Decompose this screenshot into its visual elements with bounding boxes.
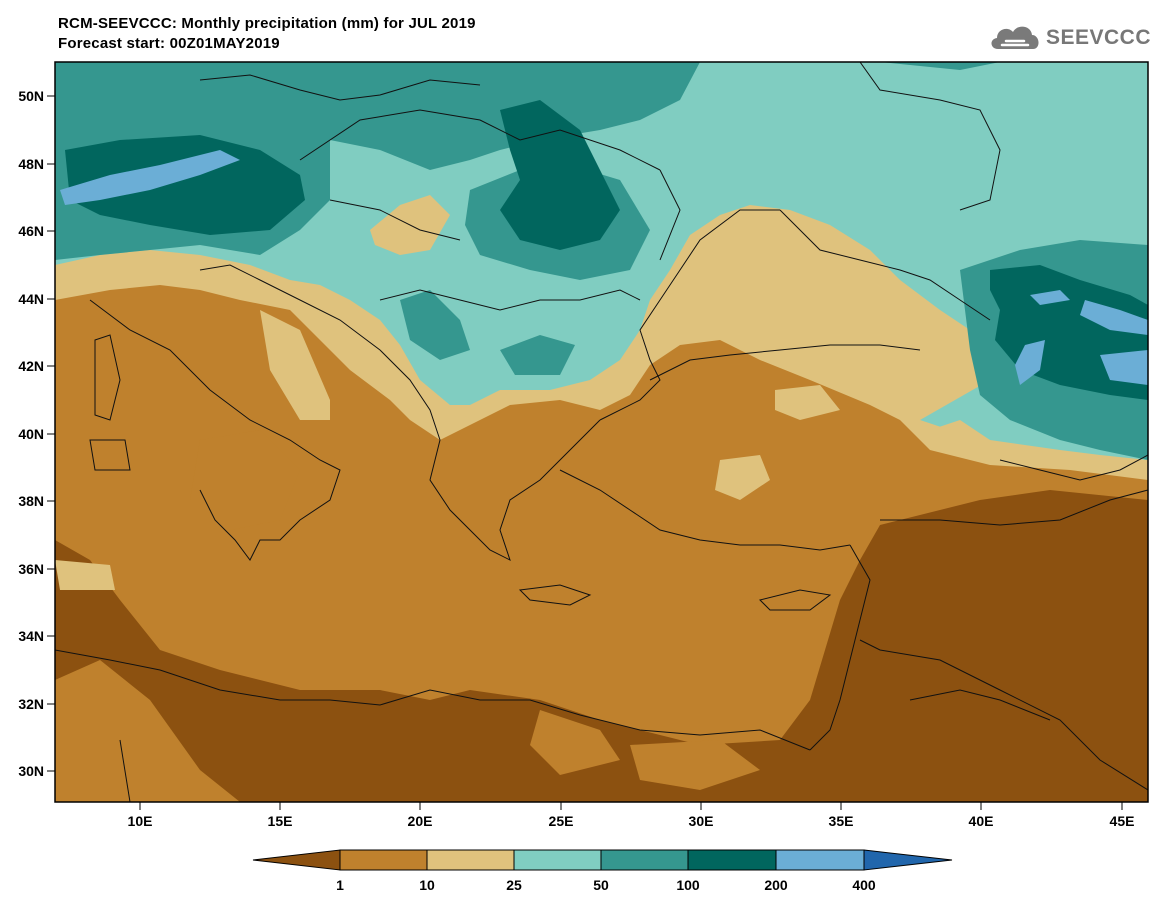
cloud-icon: [991, 26, 1039, 49]
lon-label-10e: 10E: [128, 813, 153, 829]
lon-tick: 15E: [268, 802, 293, 829]
lon-label-45e: 45E: [1110, 813, 1135, 829]
colorbar-segment: [687, 849, 777, 871]
lon-label-40e: 40E: [969, 813, 994, 829]
lat-tick: 36N: [18, 561, 55, 577]
colorbar-label-10: 10: [419, 877, 435, 893]
lat-label-34n: 34N: [18, 628, 44, 644]
colorbar-label-25: 25: [506, 877, 522, 893]
lat-label-50n: 50N: [18, 88, 44, 104]
map-frame: [54, 61, 1149, 803]
lat-label-42n: 42N: [18, 358, 44, 374]
lon-label-35e: 35E: [829, 813, 854, 829]
lat-tick: 48N: [18, 156, 55, 172]
colorbar: 1 10 25 50 100 200 400: [252, 849, 953, 893]
latitude-axis: 50N 48N 46N 44N 42N 40N 38N 36N 34N 32N …: [18, 88, 55, 779]
colorbar-segment: [339, 849, 428, 871]
lat-tick: 40N: [18, 426, 55, 442]
lat-label-44n: 44N: [18, 291, 44, 307]
lat-label-40n: 40N: [18, 426, 44, 442]
lat-tick: 46N: [18, 223, 55, 239]
class-200-400: [60, 150, 1148, 385]
colorbar-label-200: 200: [764, 877, 788, 893]
colorbar-label-50: 50: [593, 877, 609, 893]
precipitation-field: [55, 62, 1148, 802]
colorbar-segment: [426, 849, 515, 871]
lat-tick: 32N: [18, 696, 55, 712]
seevccc-logo: SEEVCCC: [988, 20, 1151, 56]
lon-label-20e: 20E: [408, 813, 433, 829]
lat-label-36n: 36N: [18, 561, 44, 577]
lon-label-25e: 25E: [549, 813, 574, 829]
lon-tick: 45E: [1110, 802, 1135, 829]
lat-label-46n: 46N: [18, 223, 44, 239]
lon-tick: 40E: [969, 802, 994, 829]
lon-tick: 25E: [549, 802, 574, 829]
lat-tick: 42N: [18, 358, 55, 374]
lat-label-30n: 30N: [18, 763, 44, 779]
lat-tick: 34N: [18, 628, 55, 644]
lon-label-15e: 15E: [268, 813, 293, 829]
lon-tick: 35E: [829, 802, 854, 829]
map-title: RCM-SEEVCCC: Monthly precipitation (mm) …: [58, 15, 476, 32]
lat-label-32n: 32N: [18, 696, 44, 712]
colorbar-label-1: 1: [336, 877, 344, 893]
lat-label-38n: 38N: [18, 493, 44, 509]
colorbar-segment: [513, 849, 602, 871]
forecast-subtitle: Forecast start: 00Z01MAY2019: [58, 35, 280, 52]
coastlines-borders: [55, 62, 1148, 802]
lon-tick: 10E: [128, 802, 153, 829]
lat-label-48n: 48N: [18, 156, 44, 172]
logo-text: SEEVCCC: [1045, 26, 1151, 49]
colorbar-segment: [775, 849, 865, 871]
lon-label-30e: 30E: [689, 813, 714, 829]
lon-tick: 20E: [408, 802, 433, 829]
lon-tick: 30E: [689, 802, 714, 829]
lat-tick: 44N: [18, 291, 55, 307]
colorbar-label-100: 100: [676, 877, 700, 893]
lat-tick: 30N: [18, 763, 55, 779]
lat-tick: 50N: [18, 88, 55, 104]
colorbar-segment: [600, 849, 689, 871]
colorbar-segment: [863, 849, 953, 871]
colorbar-segment: [252, 849, 341, 871]
lat-tick: 38N: [18, 493, 55, 509]
longitude-axis: 10E 15E 20E 25E 30E 35E 40E 45E: [128, 802, 1135, 829]
colorbar-label-400: 400: [852, 877, 876, 893]
